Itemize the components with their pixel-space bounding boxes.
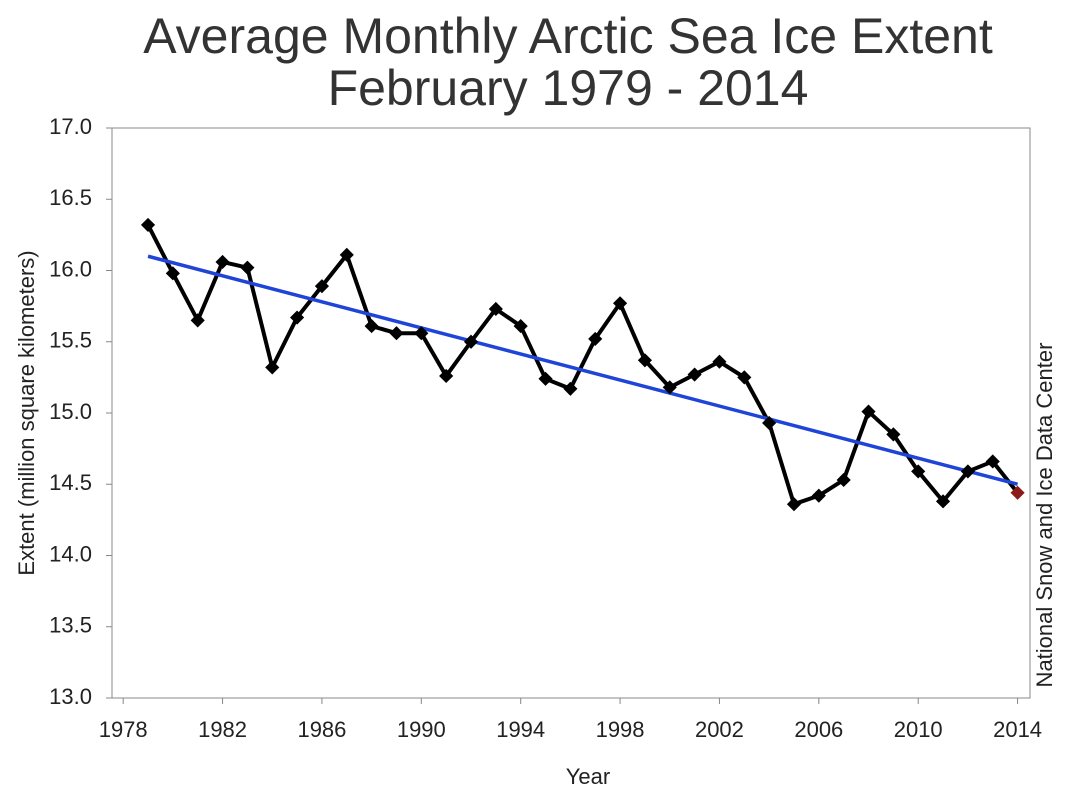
- source-label: National Snow and Ice Data Center: [1032, 343, 1057, 688]
- x-tick-label: 1990: [397, 717, 446, 742]
- data-point: [240, 260, 255, 275]
- data-point: [712, 354, 727, 369]
- x-tick-label: 2006: [794, 717, 843, 742]
- data-point: [339, 247, 354, 262]
- data-point: [314, 279, 330, 294]
- y-tick-label: 14.5: [49, 470, 92, 495]
- data-point: [538, 371, 553, 386]
- data-point: [488, 301, 503, 317]
- data-point: [811, 488, 826, 503]
- data-point: [911, 464, 926, 479]
- data-point: [687, 367, 702, 382]
- data-point: [762, 415, 777, 431]
- data-point: [364, 319, 379, 334]
- data-point: [836, 472, 851, 488]
- y-axis-label: Extent (million square kilometers): [14, 250, 39, 575]
- y-tick-label: 16.0: [49, 256, 92, 281]
- y-tick-label: 14.0: [49, 541, 92, 566]
- y-tick-label: 13.5: [49, 613, 92, 638]
- x-tick-label: 1982: [198, 717, 247, 742]
- y-tick-label: 15.0: [49, 399, 92, 424]
- data-point: [215, 254, 230, 270]
- x-tick-label: 1978: [99, 717, 148, 742]
- data-point: [737, 370, 752, 385]
- x-tick-label: 2010: [894, 717, 943, 742]
- data-point: [612, 296, 628, 311]
- data-point: [960, 464, 975, 479]
- x-tick-label: 1998: [596, 717, 645, 742]
- series-line: [146, 223, 1020, 507]
- chart-title: Average Monthly Arctic Sea Ice Extent: [143, 8, 993, 64]
- data-point: [563, 381, 578, 396]
- data-point: [861, 404, 876, 419]
- y-tick-label: 17.0: [49, 114, 92, 139]
- chart-subtitle: February 1979 - 2014: [328, 60, 809, 116]
- data-point: [265, 360, 280, 375]
- y-tick-label: 13.0: [49, 684, 92, 709]
- x-axis-label: Year: [566, 764, 610, 789]
- data-point: [662, 380, 677, 395]
- data-point: [985, 454, 1000, 469]
- data-point: [588, 331, 603, 346]
- data-point: [389, 326, 404, 341]
- data-point: [786, 497, 802, 512]
- y-tick-label: 16.5: [49, 185, 92, 210]
- x-tick-label: 1994: [496, 717, 545, 742]
- y-tick-label: 15.5: [49, 328, 92, 353]
- data-point: [935, 494, 951, 509]
- data-point: [637, 353, 652, 368]
- data-point: [463, 334, 479, 349]
- data-point: [290, 310, 305, 325]
- plot-frame: [111, 127, 1031, 699]
- data-point: [414, 326, 429, 341]
- x-tick-label: 2014: [993, 717, 1042, 742]
- series-line: [147, 254, 1019, 486]
- data-point: [886, 427, 901, 442]
- x-tick-label: 1986: [297, 717, 346, 742]
- data-point: [439, 368, 454, 384]
- data-point: [165, 266, 180, 281]
- x-tick-label: 2002: [695, 717, 744, 742]
- data-point: [190, 313, 205, 328]
- data-point: [140, 217, 156, 232]
- data-point: [1010, 485, 1025, 500]
- data-point: [513, 319, 528, 334]
